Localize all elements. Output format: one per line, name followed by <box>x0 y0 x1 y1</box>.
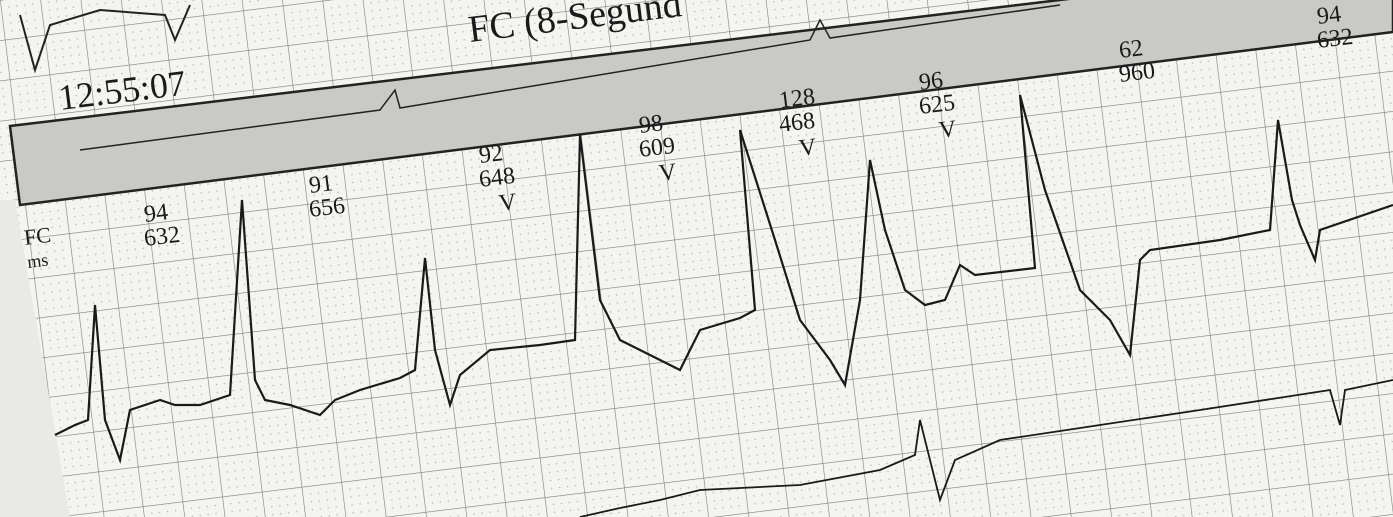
rate-label: FC <box>23 222 53 250</box>
rate-trace <box>79 4 1061 151</box>
beat-interval: 648 <box>478 163 517 193</box>
beat-rate: 94 <box>143 199 170 228</box>
beat-rate: 94 <box>1316 1 1343 30</box>
interval-label: ms <box>26 250 49 272</box>
top-trace <box>19 4 191 74</box>
beat-type: V <box>498 189 519 217</box>
beat-type: V <box>938 116 959 144</box>
beat-interval: 468 <box>778 108 817 138</box>
beat-interval: 625 <box>918 90 957 120</box>
beat-annotations: 946329165692648V98609V128468V96625V62960… <box>143 1 1355 252</box>
ecg-trace <box>54 94 1393 464</box>
beat-type: V <box>798 134 819 162</box>
beat-rate: 62 <box>1118 35 1145 64</box>
beat-interval: 632 <box>143 222 182 252</box>
beat-type: V <box>658 159 679 187</box>
beat-rate: 91 <box>308 170 335 199</box>
beat-rate: 96 <box>918 67 945 96</box>
beat-interval: 656 <box>308 193 347 223</box>
beat-rate: 92 <box>478 140 505 169</box>
ecg-trace-lower <box>579 379 1393 517</box>
beat-rate: 98 <box>638 110 665 139</box>
beat-interval: 632 <box>1316 24 1355 54</box>
beat-interval: 960 <box>1118 58 1157 88</box>
beat-interval: 609 <box>638 133 677 163</box>
header-band <box>8 0 1393 207</box>
beat-rate: 128 <box>778 84 817 114</box>
